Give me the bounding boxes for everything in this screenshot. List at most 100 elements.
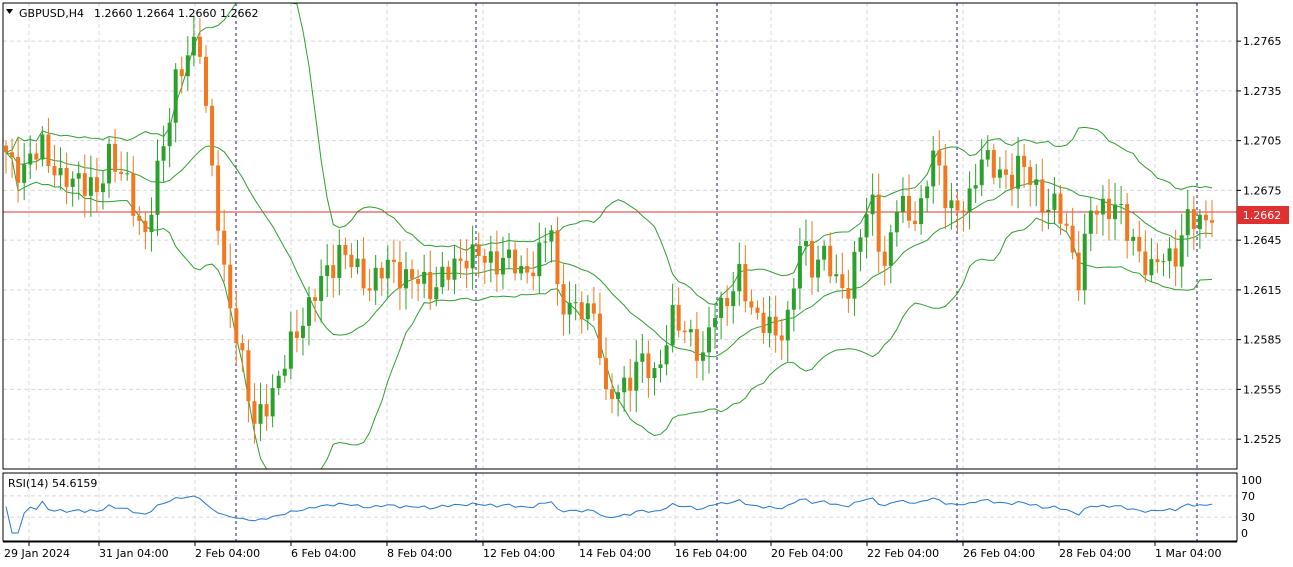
candle-body [616,392,621,400]
candle-body [719,297,724,319]
x-tick-label: 20 Feb 04:00 [771,547,843,560]
candle-body [167,122,172,147]
rsi-level-label: 0 [1241,527,1248,540]
candle-body [76,173,81,179]
candle-body [185,55,190,77]
candle-body [603,358,608,390]
candle-body [967,188,972,212]
candle-body [1179,235,1184,267]
candle-body [488,251,493,263]
candle-body [434,287,439,300]
chart-header: GBPUSD,H4 1.2660 1.2664 1.2660 1.2662 RS… [6,7,258,490]
rsi-level-label: 30 [1241,511,1255,524]
candle-body [173,69,178,123]
candle-body [294,331,299,338]
candle-body [949,200,954,209]
rsi-panel-frame [2,472,1238,542]
candle-body [1010,174,1015,189]
candle-body [543,241,548,243]
candle-body [640,353,645,362]
candle-body [513,249,518,274]
candle-body [725,297,730,307]
candle-body [700,352,705,361]
candle-body [864,214,869,238]
collapse-triangle-icon[interactable] [6,9,13,14]
candle-body [931,150,936,187]
candle-body [591,303,596,314]
candle-body [731,291,736,307]
candle-body [1167,248,1172,262]
candle-body [100,183,105,193]
candle-body [749,301,754,308]
y-tick-label: 1.2765 [1243,35,1282,48]
candle-body [10,152,15,157]
candle-body [1137,236,1142,252]
candle-body [688,329,693,333]
x-tick-label: 12 Feb 04:00 [483,547,555,560]
candle-body [300,325,305,338]
candle-body [894,211,899,233]
candle-body [1064,223,1069,226]
candle-body [876,194,881,252]
candle-body [852,251,857,299]
candle-body [955,200,960,211]
candle-body [1149,259,1154,276]
candle-body [682,330,687,333]
candle-body [222,230,227,265]
candle-body [337,245,342,278]
candle-body [810,241,815,278]
candle-body [428,271,433,300]
rsi-label: RSI(14) 54.6159 [8,477,97,490]
bollinger-middle-line [5,145,1213,358]
candle-body [785,309,790,341]
candle-body [1046,209,1051,212]
current-price-tag: 1.2662 [1237,206,1289,224]
candle-body [755,307,760,313]
candle-body [555,230,560,285]
candle-body [476,244,481,257]
candle-body [155,160,160,215]
candle-body [494,251,499,275]
candle-body [1161,261,1166,263]
candle-body [1100,198,1105,215]
candle-body [446,266,451,280]
rsi-line [5,495,1213,534]
candle-body [258,404,263,424]
candle-body [397,262,402,289]
candle-body [597,313,602,359]
candle-body [385,259,390,279]
candle-body [94,177,99,193]
candle-body [900,195,905,212]
candle-body [979,159,984,186]
candle-body [991,150,996,178]
candle-body [422,271,427,284]
candle-body [888,232,893,266]
candle-body [197,36,202,57]
candle-body [391,259,396,263]
candles [4,15,1214,444]
candle-body [1028,166,1033,185]
y-tick-label: 1.2585 [1243,334,1282,347]
candle-body [858,237,863,252]
x-tick-label: 28 Feb 04:00 [1059,547,1131,560]
candle-body [1131,236,1136,241]
candle-body [579,302,584,320]
candle-body [203,56,208,106]
candle-body [803,241,808,247]
candle-body [440,266,445,288]
candle-body [797,246,802,289]
candle-body [40,134,45,160]
candle-body [458,258,463,261]
candle-body [834,274,839,277]
candle-body [937,150,942,166]
candle-body [367,288,372,291]
candle-body [500,257,505,275]
candle-body [210,105,215,166]
symbol-label: GBPUSD,H4 [19,7,84,20]
price-tag-text: 1.2662 [1243,209,1282,222]
x-tick-label: 31 Jan 04:00 [99,547,169,560]
ohlc-readout: 1.2660 1.2664 1.2660 1.2662 [94,7,258,20]
candle-body [137,215,142,221]
candle-body [664,345,669,365]
